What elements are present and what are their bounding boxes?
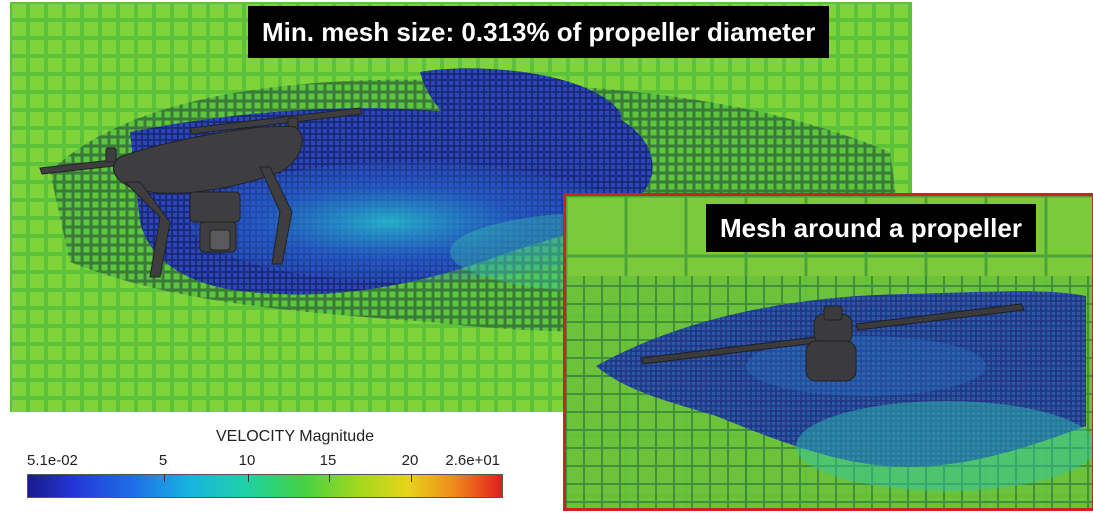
legend-tick-mark-5 (164, 474, 165, 482)
legend-tick-mark-20 (411, 474, 412, 482)
legend-tick-mark-10 (248, 474, 249, 482)
legend-tick-15: 15 (319, 452, 337, 469)
legend-tick-mark-15 (329, 474, 330, 482)
color-legend-bar (27, 474, 503, 498)
legend-tick-20: 20 (401, 452, 419, 469)
legend-title: VELOCITY Magnitude (215, 428, 374, 445)
inset-view-caption: Mesh around a propeller (706, 204, 1036, 252)
main-view-caption: Min. mesh size: 0.313% of propeller diam… (248, 6, 830, 58)
inset-frame: Mesh around a propeller (563, 193, 1093, 511)
legend-tick-5: 5 (158, 452, 168, 469)
legend-tick-10: 10 (238, 452, 256, 469)
legend-max-label: 2.6e+01 (445, 452, 500, 469)
legend-min-label: 5.1e-02 (27, 452, 78, 469)
inset-mesh-view (566, 196, 1092, 508)
inset-mesh-image (566, 196, 1092, 508)
